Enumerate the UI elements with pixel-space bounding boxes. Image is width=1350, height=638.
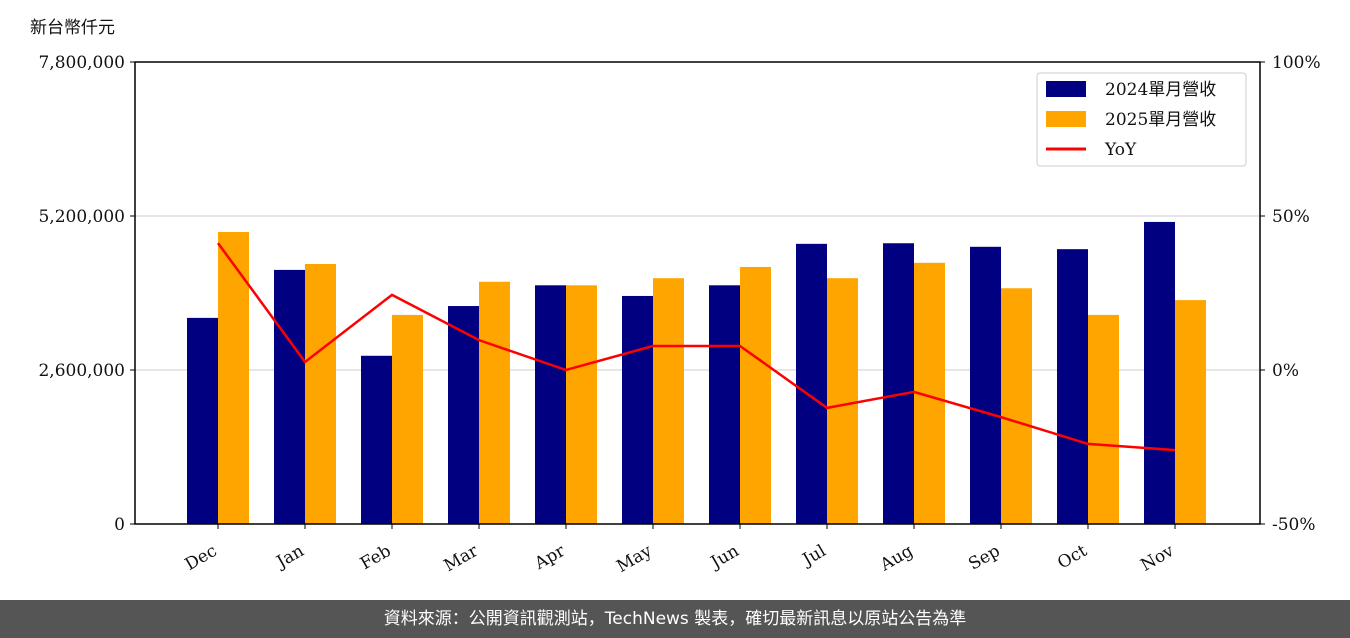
bar bbox=[218, 231, 249, 524]
bar bbox=[827, 278, 858, 524]
bar bbox=[187, 317, 218, 524]
legend-swatch bbox=[1046, 81, 1086, 97]
bar bbox=[796, 243, 827, 525]
bar bbox=[305, 263, 336, 524]
bar bbox=[535, 285, 566, 524]
bar bbox=[622, 295, 653, 524]
chart: 新台幣仟元 0 2,600,000 5,200,000 7,800,000 -50% 0%… bbox=[30, 18, 1321, 577]
bar bbox=[392, 314, 423, 524]
bar bbox=[709, 285, 740, 524]
bar bbox=[479, 281, 510, 524]
y-tick-label: 5,200,000 bbox=[38, 207, 125, 227]
bar bbox=[448, 306, 479, 524]
y2-tick-label: 50% bbox=[1272, 207, 1310, 227]
x-tick-label: Jul bbox=[798, 541, 830, 571]
x-tick-label: Jan bbox=[272, 541, 308, 573]
plot-frame bbox=[134, 61, 1261, 525]
y-tick-label: 7,800,000 bbox=[38, 53, 125, 73]
bar bbox=[740, 266, 771, 524]
bar bbox=[1057, 249, 1088, 524]
bar bbox=[566, 285, 597, 524]
bar bbox=[1088, 314, 1119, 524]
bar bbox=[1175, 300, 1206, 524]
x-tick-label: Oct bbox=[1054, 541, 1090, 574]
y-tick-label: 2,600,000 bbox=[38, 361, 125, 381]
legend-label: 2025單月營收 bbox=[1105, 110, 1216, 130]
x-tick-label: Nov bbox=[1137, 541, 1177, 576]
bar bbox=[883, 243, 914, 524]
legend-label: 2024單月營收 bbox=[1105, 80, 1216, 100]
y-axis-title: 新台幣仟元 bbox=[30, 18, 115, 38]
x-tick-label: Apr bbox=[531, 541, 570, 575]
x-tick-label: Sep bbox=[965, 541, 1003, 575]
line bbox=[216, 242, 1176, 452]
x-tick-label: Dec bbox=[182, 541, 221, 575]
x-tick-label: Jun bbox=[706, 541, 743, 574]
legend-label: YoY bbox=[1104, 140, 1137, 160]
legend-swatch bbox=[1046, 111, 1086, 127]
bar bbox=[361, 355, 392, 524]
y2-tick-label: 0% bbox=[1272, 361, 1299, 381]
y2-tick-label: 100% bbox=[1272, 53, 1321, 73]
bar bbox=[274, 269, 305, 524]
bar bbox=[970, 246, 1001, 525]
legend-box bbox=[1036, 72, 1247, 167]
bar bbox=[1001, 288, 1032, 524]
x-tick-label: Aug bbox=[876, 541, 917, 576]
bar bbox=[1144, 221, 1175, 524]
x-tick-label: May bbox=[613, 541, 656, 577]
x-tick-label: Feb bbox=[357, 541, 395, 574]
bar bbox=[653, 278, 684, 524]
y2-tick-label: -50% bbox=[1272, 515, 1316, 535]
footer: 資料來源：公開資訊觀測站，TechNews 製表，確切最新訊息以原站公告為準 bbox=[0, 600, 1350, 638]
y-tick-label: 0 bbox=[114, 515, 125, 535]
x-tick-label: Mar bbox=[441, 541, 483, 577]
